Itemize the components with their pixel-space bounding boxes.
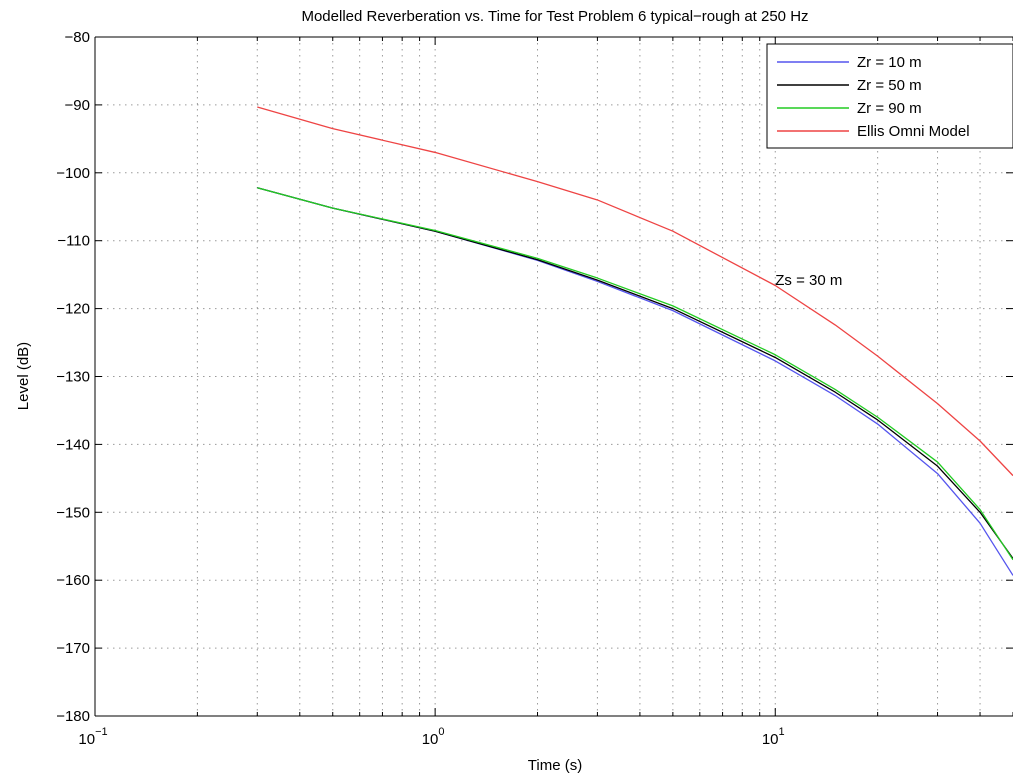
x-axis-label: Time (s): [528, 757, 582, 774]
y-tick-label: −180: [56, 708, 90, 725]
y-tick-label: −160: [56, 572, 90, 589]
x-tick-label: 101: [762, 726, 785, 748]
x-tick-label: 100: [422, 726, 445, 748]
tick-labels: −80 −90 −100 −110 −120 −130 −140 −150 −160 −170 −1…: [56, 29, 784, 748]
y-tick-label: −170: [56, 640, 90, 657]
y-tick-label: −140: [56, 436, 90, 453]
y-tick-label: −100: [56, 165, 90, 182]
series-line-3: [257, 187, 1013, 561]
annotations: Zs = 30 m: [775, 272, 842, 289]
legend: Zr = 10 m Zr = 50 m Zr = 90 m Ellis Omni Mo…: [766, 43, 1013, 149]
x-tick-label: 10−1: [78, 726, 107, 748]
legend-label: Zr = 90 m: [857, 100, 922, 117]
axes: [94, 36, 1013, 717]
y-tick-label: −80: [65, 29, 90, 46]
legend-label: Ellis Omni Model: [857, 123, 970, 140]
chart-title: Modelled Reverberation vs. Time for Test…: [301, 8, 808, 25]
plot-area: [95, 37, 1013, 716]
y-tick-label: −150: [56, 504, 90, 521]
y-tick-label: −110: [57, 233, 90, 250]
y-tick-label: −130: [56, 369, 90, 386]
y-tick-label: −120: [56, 301, 90, 318]
y-axis-label: Level (dB): [15, 342, 32, 410]
series-lines: [257, 106, 1013, 576]
annotation-text: Zs = 30 m: [775, 272, 842, 289]
legend-label: Zr = 10 m: [857, 54, 922, 71]
y-tick-label: −90: [65, 97, 90, 114]
legend-label: Zr = 50 m: [857, 77, 922, 94]
series-line-4: [257, 106, 1013, 477]
